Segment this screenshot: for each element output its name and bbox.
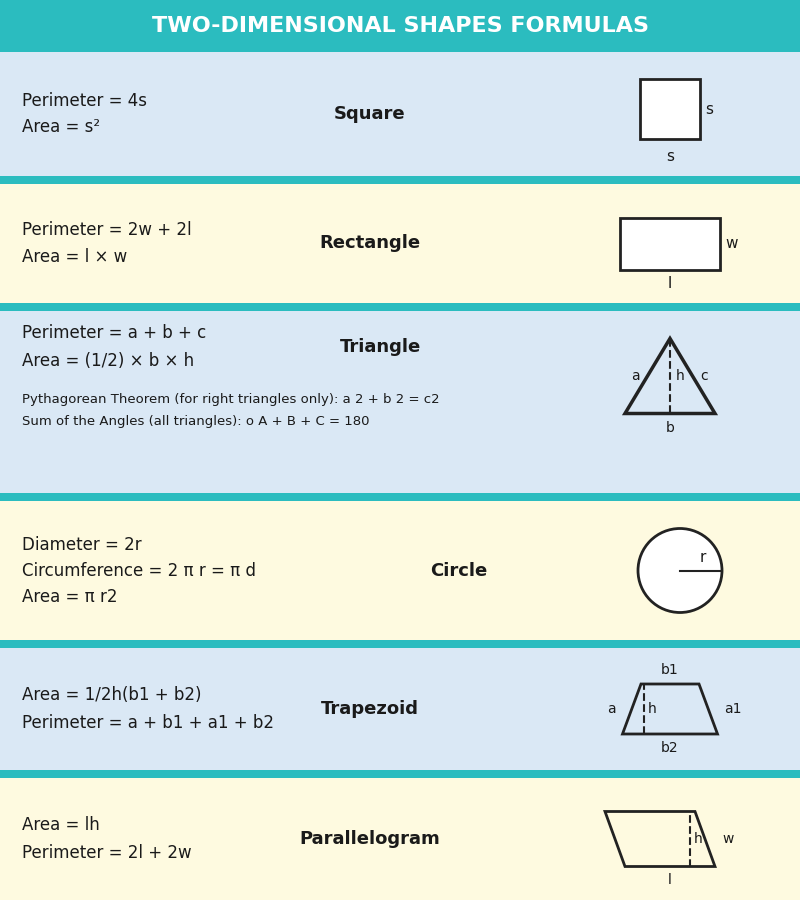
Text: Area = π r2: Area = π r2 — [22, 588, 118, 606]
Text: b2: b2 — [661, 741, 679, 755]
Text: Area = l × w: Area = l × w — [22, 248, 127, 266]
Text: w: w — [722, 832, 734, 846]
Text: Circumference = 2 π r = π d: Circumference = 2 π r = π d — [22, 562, 256, 580]
Bar — [620, 218, 720, 269]
Text: Perimeter = a + b1 + a1 + b2: Perimeter = a + b1 + a1 + b2 — [22, 714, 274, 732]
Text: h: h — [694, 832, 702, 846]
Text: Parallelogram: Parallelogram — [300, 830, 440, 848]
Text: r: r — [700, 550, 706, 564]
Text: Square: Square — [334, 105, 406, 123]
Bar — [0, 176, 800, 184]
Bar — [0, 493, 800, 501]
Text: Area = lh: Area = lh — [22, 816, 100, 834]
Text: s: s — [666, 149, 674, 164]
Text: l: l — [668, 874, 672, 887]
Text: w: w — [725, 236, 738, 251]
Text: Rectangle: Rectangle — [319, 235, 421, 253]
Circle shape — [638, 528, 722, 613]
Bar — [0, 501, 800, 640]
Text: Perimeter = 2w + 2l: Perimeter = 2w + 2l — [22, 221, 192, 239]
Text: Pythagorean Theorem (for right triangles only): a 2 + b 2 = c2: Pythagorean Theorem (for right triangles… — [22, 392, 440, 406]
Bar — [0, 52, 800, 176]
Bar — [0, 648, 800, 770]
Text: l: l — [668, 276, 672, 292]
Text: s: s — [705, 102, 713, 116]
Text: Sum of the Angles (all triangles): o A + B + C = 180: Sum of the Angles (all triangles): o A +… — [22, 415, 370, 428]
Text: h: h — [648, 702, 657, 716]
Bar — [0, 770, 800, 778]
Bar — [0, 0, 800, 52]
Text: Perimeter = 2l + 2w: Perimeter = 2l + 2w — [22, 843, 192, 861]
Text: h: h — [676, 369, 685, 383]
Text: Area = 1/2h(b1 + b2): Area = 1/2h(b1 + b2) — [22, 687, 202, 705]
Text: Perimeter = 4s: Perimeter = 4s — [22, 92, 147, 110]
Text: a: a — [631, 369, 639, 383]
Text: a1: a1 — [725, 702, 742, 716]
Bar — [0, 184, 800, 303]
Bar — [0, 778, 800, 900]
Text: Circle: Circle — [430, 562, 487, 580]
Text: Trapezoid: Trapezoid — [321, 700, 419, 718]
Text: a: a — [607, 702, 615, 716]
Text: Area = s²: Area = s² — [22, 119, 100, 137]
Text: Diameter = 2r: Diameter = 2r — [22, 536, 142, 554]
Text: b: b — [666, 420, 674, 435]
Text: c: c — [701, 369, 708, 383]
Text: Perimeter = a + b + c: Perimeter = a + b + c — [22, 324, 206, 342]
Bar — [640, 79, 700, 139]
Text: TWO-DIMENSIONAL SHAPES FORMULAS: TWO-DIMENSIONAL SHAPES FORMULAS — [151, 16, 649, 36]
Bar — [0, 640, 800, 648]
Text: Area = (1/2) × b × h: Area = (1/2) × b × h — [22, 352, 194, 370]
Text: Triangle: Triangle — [339, 338, 421, 356]
Bar — [0, 311, 800, 493]
Text: b1: b1 — [661, 663, 679, 677]
Bar — [0, 303, 800, 311]
